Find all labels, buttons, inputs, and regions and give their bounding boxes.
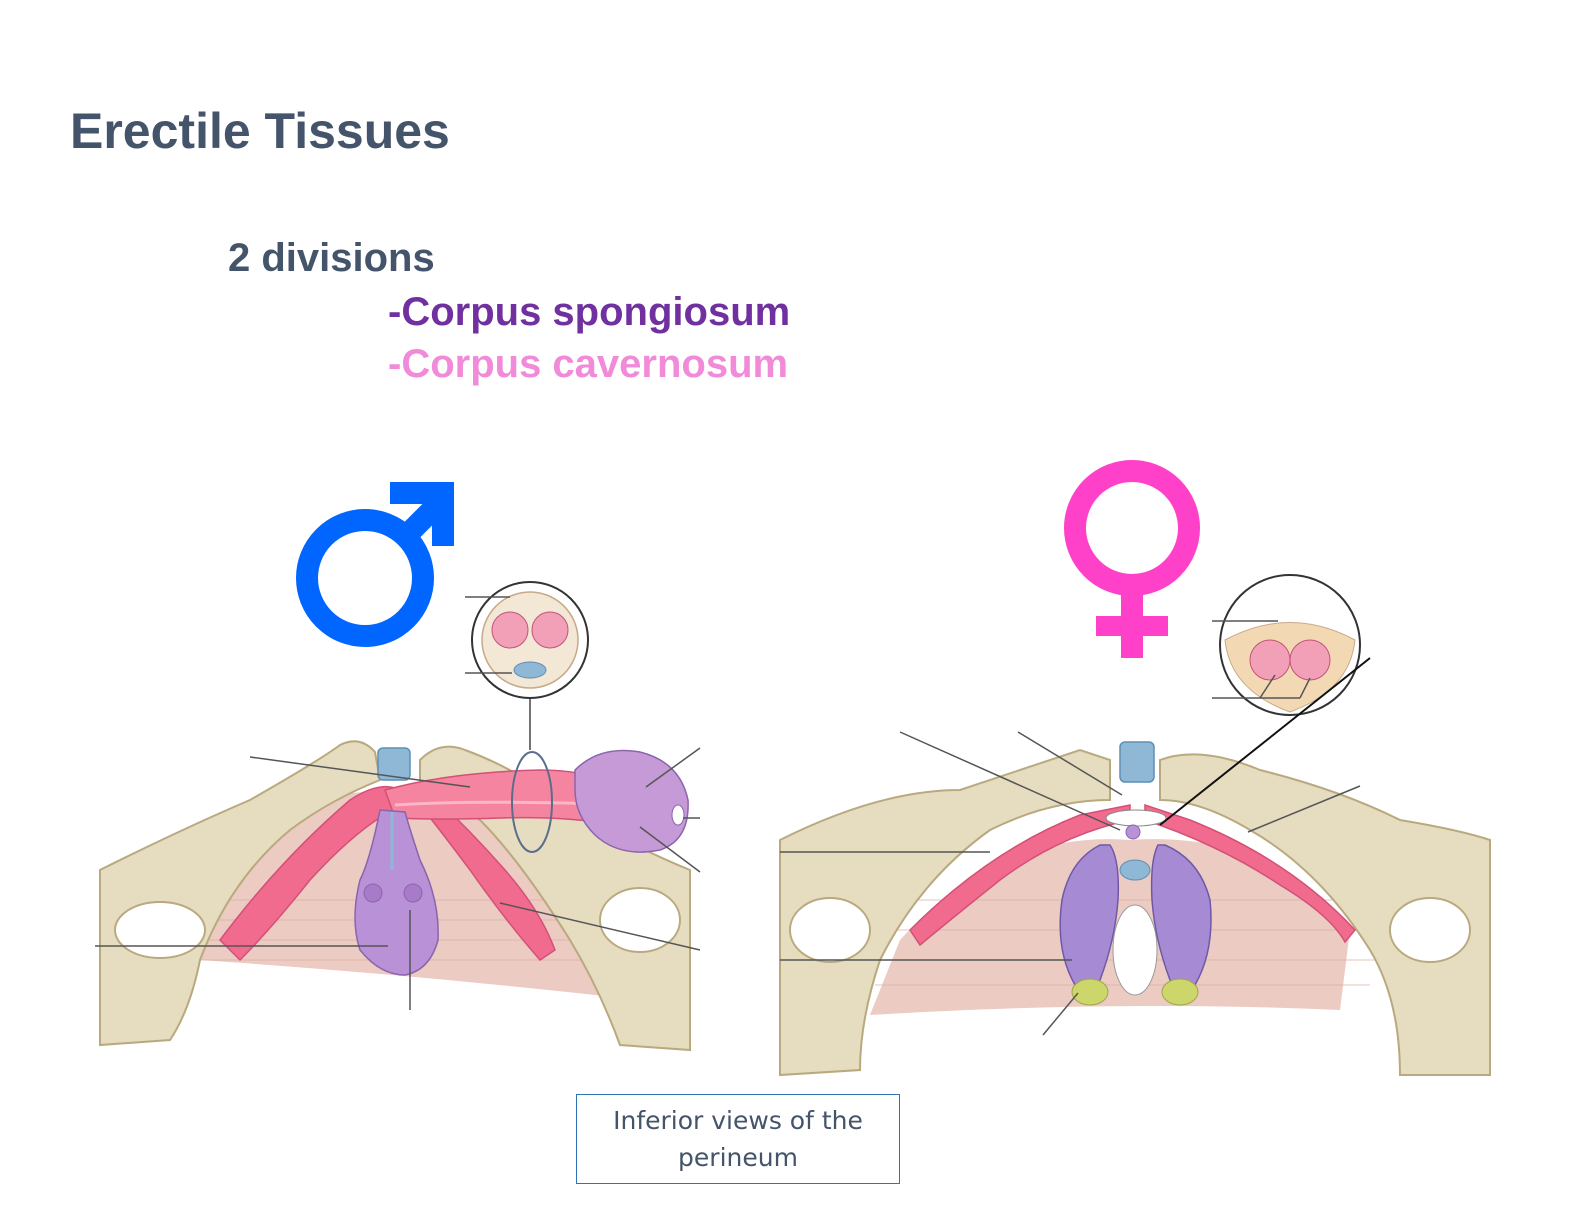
- bulb-of-penis: [354, 809, 439, 976]
- pubic-arch-bone-right: [419, 745, 691, 1052]
- pubic-arch-bone: [99, 740, 382, 1047]
- glans-penis: [574, 749, 689, 853]
- greater-vestibular-gland-right: [1161, 978, 1199, 1006]
- greater-vestibular-gland-left: [1071, 978, 1109, 1006]
- divisions-heading: 2 divisions: [228, 236, 435, 280]
- slide-title: Erectile Tissues: [70, 103, 450, 159]
- division-corpus-spongiosum: -Corpus spongiosum: [388, 290, 791, 334]
- caption-box: Inferior views of the perineum: [576, 1094, 900, 1184]
- crus-of-clitoris-right: [1144, 803, 1356, 944]
- division-corpus-cavernosum: -Corpus cavernosum: [388, 342, 789, 386]
